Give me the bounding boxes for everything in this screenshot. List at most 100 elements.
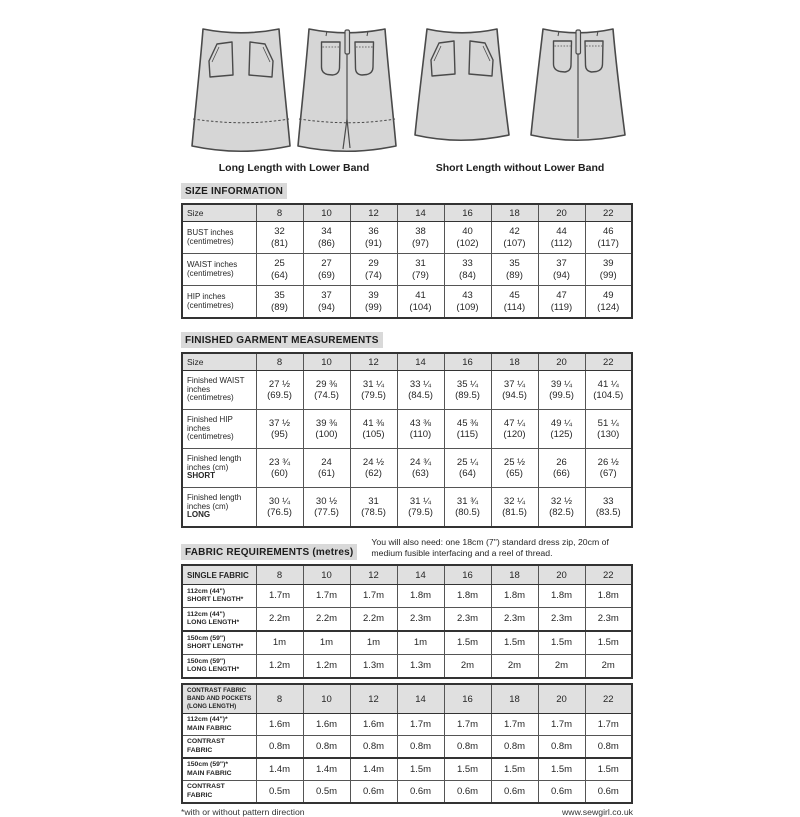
row-label: HIP inches (centimetres) bbox=[181, 285, 257, 319]
size-column-header: 16 bbox=[443, 352, 492, 371]
size-column-header: 16 bbox=[443, 564, 492, 585]
size-information-title: SIZE INFORMATION bbox=[181, 183, 288, 199]
row-label: CONTRAST FABRIC bbox=[181, 735, 257, 759]
skirt-back-long-illustration bbox=[297, 28, 397, 153]
size-column-header: 16 bbox=[443, 683, 492, 714]
measurement-cell: 2.3m bbox=[584, 607, 633, 632]
measurement-cell: 1.7m bbox=[349, 584, 398, 608]
measurement-cell: 37 ¼ (94.5) bbox=[490, 370, 539, 410]
single-fabric-table: SINGLE FABRIC 8 10 12 14 16 18 20 22 112cm (44") S… bbox=[181, 564, 633, 679]
measurement-cell: 1.7m bbox=[255, 584, 304, 608]
measurement-cell: 0.8m bbox=[443, 735, 492, 759]
measurement-cell: 1.5m bbox=[584, 630, 633, 655]
row-label: 150cm (59") LONG LENGTH* bbox=[181, 654, 257, 679]
size-column-header: 20 bbox=[537, 203, 586, 222]
size-column-header: 8 bbox=[255, 352, 304, 371]
measurement-cell: 32 ¼ (81.5) bbox=[490, 487, 539, 528]
measurement-cell: 1.6m bbox=[255, 713, 304, 736]
measurement-cell: 41 (104) bbox=[396, 285, 445, 319]
measurement-cell: 29 ⅜ (74.5) bbox=[302, 370, 351, 410]
measurement-cell: 1.5m bbox=[537, 757, 586, 781]
table-row: CONTRAST FABRIC 0.8m 0.8m 0.8m 0.8m 0.8m 0.8m 0.… bbox=[181, 735, 633, 759]
measurement-cell: 1.7m bbox=[396, 713, 445, 736]
size-column-header: 10 bbox=[302, 352, 351, 371]
measurement-cell: 2m bbox=[490, 654, 539, 679]
measurement-cell: 41 ¼ (104.5) bbox=[584, 370, 633, 410]
row-label: Finished length inches (cm) SHORT bbox=[181, 448, 257, 488]
measurement-cell: 1m bbox=[302, 630, 351, 655]
measurement-cell: 35 (89) bbox=[255, 285, 304, 319]
row-label: 112cm (44")* MAIN FABRIC bbox=[181, 713, 257, 736]
measurement-cell: 34 (86) bbox=[302, 221, 351, 254]
skirt-front-short-illustration bbox=[414, 28, 510, 142]
measurement-cell: 0.6m bbox=[584, 780, 633, 804]
size-column-header: 20 bbox=[537, 352, 586, 371]
measurement-cell: 30 ½ (77.5) bbox=[302, 487, 351, 528]
measurement-cell: 2.3m bbox=[396, 607, 445, 632]
table-corner-label: Size bbox=[181, 352, 257, 371]
size-column-header: 14 bbox=[396, 352, 445, 371]
measurement-cell: 1m bbox=[255, 630, 304, 655]
measurement-cell: 0.8m bbox=[537, 735, 586, 759]
table-row: 112cm (44") SHORT LENGTH* 1.7m 1.7m 1.7m 1.8m… bbox=[181, 584, 633, 608]
measurement-cell: 39 (99) bbox=[349, 285, 398, 319]
measurement-cell: 1.3m bbox=[396, 654, 445, 679]
measurement-cell: 1.5m bbox=[443, 630, 492, 655]
measurement-cell: 42 (107) bbox=[490, 221, 539, 254]
skirt-back-short-illustration bbox=[530, 28, 626, 142]
measurement-cell: 33 (84) bbox=[443, 253, 492, 286]
measurement-cell: 24 ½ (62) bbox=[349, 448, 398, 488]
table-row: BUST inches (centimetres) 32 (81) 34 (86) 36 (9… bbox=[181, 221, 633, 254]
size-column-header: 18 bbox=[490, 564, 539, 585]
measurement-cell: 31 (79) bbox=[396, 253, 445, 286]
size-column-header: 22 bbox=[584, 564, 633, 585]
measurement-cell: 1.4m bbox=[255, 757, 304, 781]
table-row: Finished HIP inches (centimetres) 37 ½ (95) 3… bbox=[181, 409, 633, 449]
measurement-cell: 1.6m bbox=[349, 713, 398, 736]
measurement-cell: 2m bbox=[584, 654, 633, 679]
row-label: 112cm (44") LONG LENGTH* bbox=[181, 607, 257, 632]
fabric-requirements-title: FABRIC REQUIREMENTS (metres) bbox=[181, 544, 358, 560]
size-column-header: 20 bbox=[537, 683, 586, 714]
size-column-header: 10 bbox=[302, 564, 351, 585]
contrast-fabric-table: CONTRAST FABRIC BAND AND POCKETS (LONG LEN… bbox=[181, 683, 633, 804]
table-row: 150cm (59") LONG LENGTH* 1.2m 1.2m 1.3m 1.3m 2… bbox=[181, 654, 633, 679]
page-footer: *with or without pattern direction www.s… bbox=[181, 807, 633, 817]
size-column-header: 8 bbox=[255, 683, 304, 714]
measurement-cell: 37 ½ (95) bbox=[255, 409, 304, 449]
size-column-header: 14 bbox=[396, 564, 445, 585]
measurement-cell: 49 ¼ (125) bbox=[537, 409, 586, 449]
measurement-cell: 38 (97) bbox=[396, 221, 445, 254]
measurement-cell: 32 (81) bbox=[255, 221, 304, 254]
measurement-cell: 41 ⅜ (105) bbox=[349, 409, 398, 449]
measurement-cell: 40 (102) bbox=[443, 221, 492, 254]
measurement-cell: 35 (89) bbox=[490, 253, 539, 286]
measurement-cell: 51 ¼ (130) bbox=[584, 409, 633, 449]
measurement-cell: 2m bbox=[537, 654, 586, 679]
measurement-cell: 1.7m bbox=[302, 584, 351, 608]
website-text: www.sewgirl.co.uk bbox=[562, 807, 633, 817]
measurement-cell: 1m bbox=[396, 630, 445, 655]
measurement-cell: 1.4m bbox=[302, 757, 351, 781]
measurement-cell: 24 ¾ (63) bbox=[396, 448, 445, 488]
measurement-cell: 39 (99) bbox=[584, 253, 633, 286]
table-header-row: Size 8 10 12 14 16 18 20 22 bbox=[181, 203, 633, 222]
row-label: BUST inches (centimetres) bbox=[181, 221, 257, 254]
long-length-group: Long Length with Lower Band bbox=[181, 22, 407, 174]
measurement-cell: 1.5m bbox=[537, 630, 586, 655]
measurement-cell: 1.5m bbox=[490, 757, 539, 781]
measurement-cell: 2.3m bbox=[537, 607, 586, 632]
measurement-cell: 27 ½ (69.5) bbox=[255, 370, 304, 410]
measurement-cell: 2m bbox=[443, 654, 492, 679]
measurement-cell: 1m bbox=[349, 630, 398, 655]
row-label: WAIST inches (centimetres) bbox=[181, 253, 257, 286]
measurement-cell: 24 (61) bbox=[302, 448, 351, 488]
table-row: Finished length inches (cm) SHORT 23 ¾ (60) 2… bbox=[181, 448, 633, 488]
measurement-cell: 30 ¼ (76.5) bbox=[255, 487, 304, 528]
size-column-header: 20 bbox=[537, 564, 586, 585]
measurement-cell: 1.3m bbox=[349, 654, 398, 679]
measurement-cell: 25 ½ (65) bbox=[490, 448, 539, 488]
size-column-header: 10 bbox=[302, 203, 351, 222]
measurement-cell: 25 ¼ (64) bbox=[443, 448, 492, 488]
row-label: 112cm (44") SHORT LENGTH* bbox=[181, 584, 257, 608]
